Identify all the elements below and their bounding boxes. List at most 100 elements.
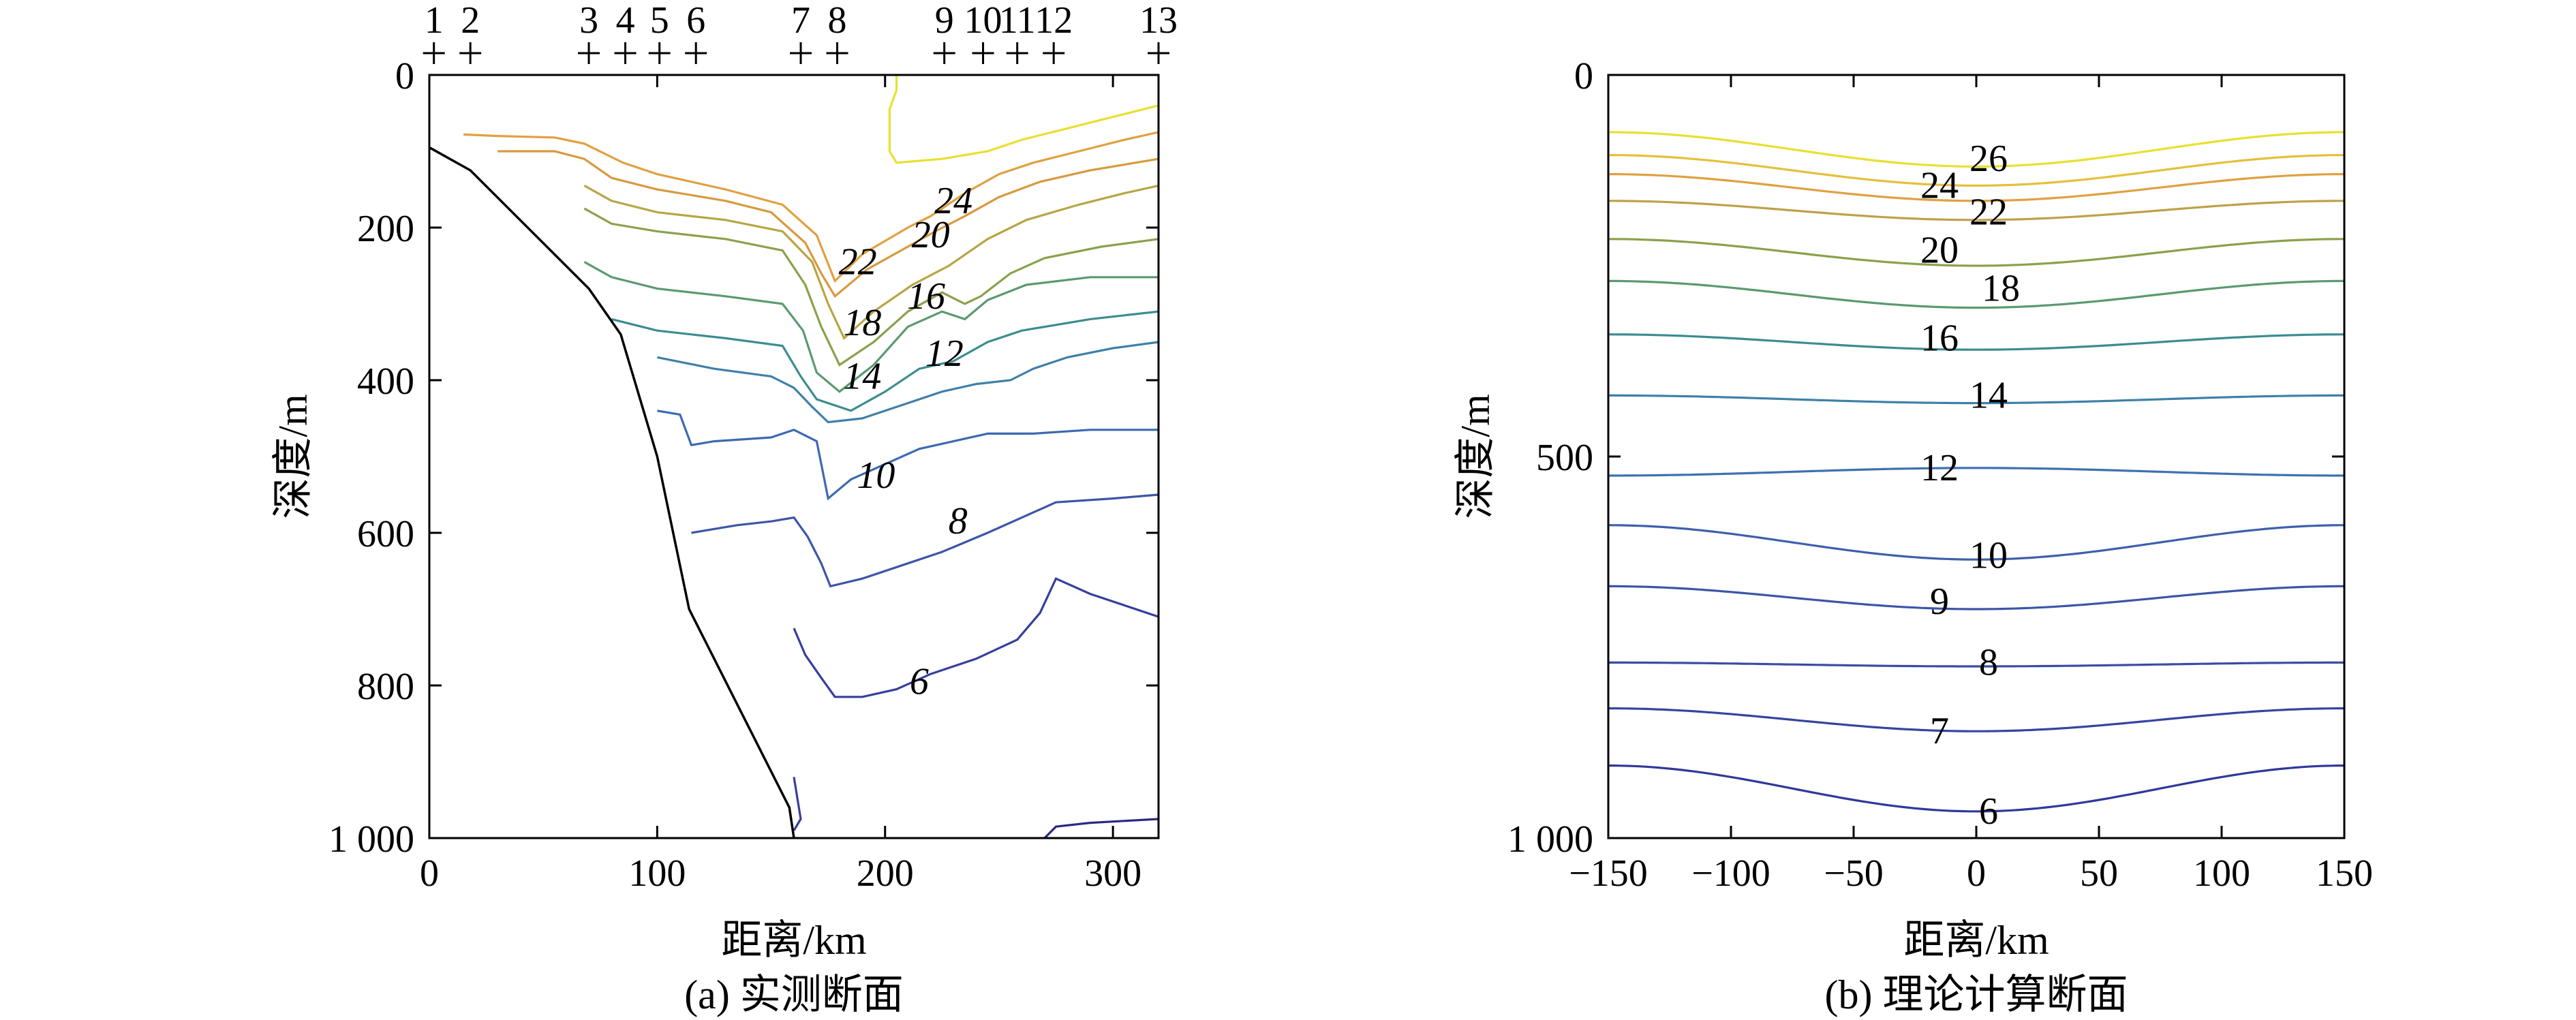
- station-marker: [790, 42, 812, 64]
- panel-caption: (b) 理论计算断面: [1825, 972, 2128, 1017]
- y-axis-label: 深度/m: [271, 394, 316, 519]
- x-tick-label: 50: [2080, 852, 2118, 895]
- y-tick-label: 1 000: [328, 818, 414, 861]
- contour-line-12: [657, 341, 1159, 424]
- x-tick-label: −150: [1569, 852, 1648, 895]
- station-label: 3: [579, 0, 598, 42]
- station-label: 1: [425, 0, 444, 42]
- contour-label: 6: [910, 660, 929, 702]
- station-label: 7: [791, 0, 810, 42]
- contour-line-26: [1608, 154, 2344, 187]
- x-tick-label: 300: [1084, 852, 1141, 895]
- station-marker: [578, 42, 600, 64]
- y-tick-label: 200: [357, 208, 414, 250]
- y-tick-label: 1 000: [1507, 818, 1593, 861]
- contour-line-6: [793, 777, 802, 831]
- x-tick-label: 200: [857, 852, 914, 895]
- contour-line-9: [1608, 585, 2344, 611]
- y-tick-label: 500: [1536, 437, 1593, 479]
- contour-line-18: [1608, 279, 2344, 309]
- contour-line-20: [583, 184, 1159, 341]
- contour-label: 8: [1979, 641, 1998, 683]
- station-label: 13: [1139, 0, 1178, 42]
- contour-label: 16: [1920, 317, 1959, 359]
- contour-label: 26: [1969, 138, 2008, 180]
- y-tick-label: 0: [1574, 55, 1593, 97]
- station-marker: [459, 42, 482, 64]
- contour-line-16: [583, 261, 1159, 393]
- contour-label: 22: [839, 241, 877, 283]
- contour-line-14: [611, 310, 1159, 412]
- y-tick-label: 600: [357, 513, 414, 555]
- x-tick-label: 0: [1967, 852, 1986, 895]
- contour-label: 20: [912, 214, 950, 256]
- y-tick-label: 400: [357, 360, 414, 403]
- x-tick-label: 100: [2193, 852, 2250, 895]
- contour-label: 22: [1969, 191, 2008, 234]
- station-marker: [1043, 42, 1065, 64]
- contour-line-24: [463, 131, 1159, 283]
- y-tick-label: 800: [357, 666, 414, 708]
- contour-line-22: [1608, 200, 2344, 221]
- panel-caption: (a) 实测断面: [684, 972, 904, 1017]
- contour-label: 18: [843, 302, 881, 344]
- contour-line-18: [583, 207, 1159, 367]
- x-tick-label: −100: [1691, 852, 1770, 895]
- contour-line-22: [497, 150, 1159, 298]
- contour-line-10: [657, 409, 1159, 501]
- station-label: 8: [828, 0, 847, 42]
- station-marker: [933, 42, 955, 64]
- contour-label: 9: [1930, 581, 1949, 623]
- contour-label: 20: [1920, 230, 1959, 272]
- x-tick-label: 0: [420, 852, 439, 895]
- contour-label: 14: [1969, 374, 2008, 416]
- contour-line-4: [1043, 818, 1159, 839]
- contour-line-10: [1608, 524, 2344, 561]
- y-axis-label: 深度/m: [1453, 394, 1498, 519]
- contour-line-14: [1608, 394, 2344, 405]
- contour-label: 16: [907, 275, 945, 318]
- station-label: 2: [461, 0, 480, 42]
- contour-label: 12: [1920, 447, 1959, 489]
- contour-line-12: [1608, 467, 2344, 477]
- station-marker: [685, 42, 707, 64]
- contour-line-6: [793, 577, 1159, 698]
- seafloor-boundary-line: [429, 146, 795, 839]
- station-label: 12: [1034, 0, 1073, 42]
- contour-line-20: [1608, 238, 2344, 267]
- station-marker: [614, 42, 637, 64]
- x-tick-label: 150: [2316, 852, 2373, 895]
- station-label: 4: [616, 0, 635, 42]
- station-label: 11: [999, 0, 1036, 42]
- x-tick-label: −50: [1824, 852, 1884, 895]
- contour-label: 14: [843, 355, 881, 397]
- station-label: 5: [650, 0, 669, 42]
- station-marker: [826, 42, 848, 64]
- y-tick-label: 0: [395, 55, 414, 97]
- station-label: 9: [935, 0, 954, 42]
- contour-line-16: [1608, 333, 2344, 351]
- station-marker: [1006, 42, 1028, 64]
- x-tick-label: 100: [628, 852, 686, 895]
- contour-label: 6: [1979, 790, 1998, 833]
- x-axis-label: 距离/km: [721, 918, 866, 963]
- contour-label: 10: [857, 454, 895, 497]
- x-axis-label: 距离/km: [1903, 918, 2049, 963]
- plot-frame: [1607, 74, 2346, 839]
- contour-label: 8: [949, 500, 968, 542]
- contour-line-8: [691, 493, 1159, 588]
- contour-line-6: [1608, 764, 2344, 813]
- contour-label: 7: [1930, 710, 1949, 752]
- contour-label: 12: [925, 333, 964, 375]
- contour-line-7: [1608, 707, 2344, 732]
- contour-line-27: [1608, 131, 2344, 168]
- contour-label: 10: [1969, 535, 2008, 577]
- station-marker: [1148, 42, 1169, 64]
- station-label: 10: [964, 0, 1002, 42]
- contour-line-8: [1608, 661, 2344, 668]
- station-marker: [648, 42, 671, 64]
- contour-label: 24: [1920, 164, 1959, 206]
